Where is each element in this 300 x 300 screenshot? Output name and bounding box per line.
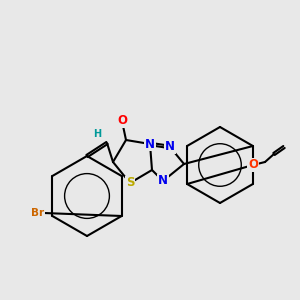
Text: O: O xyxy=(117,115,127,128)
Text: N: N xyxy=(145,137,155,151)
Text: N: N xyxy=(165,140,175,154)
Text: Br: Br xyxy=(31,208,44,218)
Text: O: O xyxy=(248,158,258,172)
Text: N: N xyxy=(158,175,168,188)
Text: H: H xyxy=(93,129,101,139)
Text: S: S xyxy=(126,176,134,190)
